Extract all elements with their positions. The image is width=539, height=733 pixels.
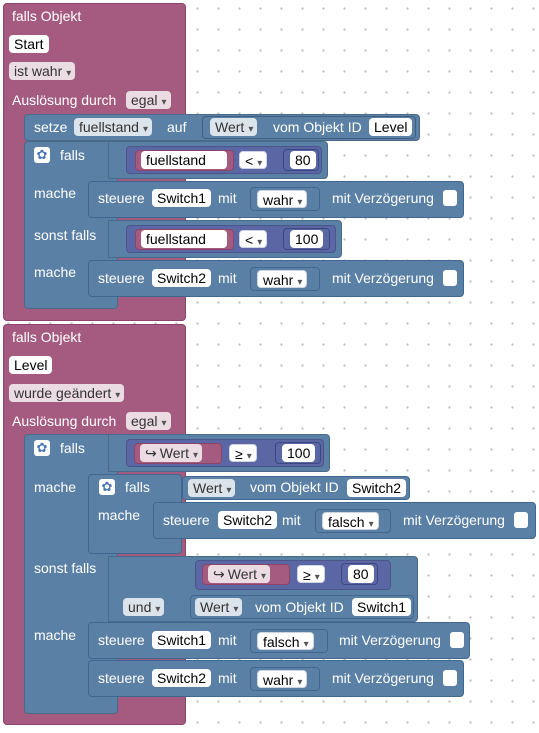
delay-label: mit Verzögerung <box>403 512 505 528</box>
with-label: mit <box>218 670 237 686</box>
delay-label: mit Verzögerung <box>339 632 441 648</box>
delay-checkbox[interactable] <box>514 512 528 528</box>
else-if-label: sonst falls <box>34 560 97 576</box>
with-label: mit <box>218 270 237 286</box>
if-label: falls <box>125 479 150 495</box>
gear-icon[interactable]: ✿ <box>99 479 115 495</box>
variable-dropdown[interactable]: ↪ Wert <box>140 444 203 462</box>
delay-label: mit Verzögerung <box>332 270 434 286</box>
block-header: falls Objekt <box>12 329 82 345</box>
operator-dropdown[interactable]: ≥ <box>297 565 325 583</box>
trigger-dropdown[interactable]: egal <box>126 91 171 109</box>
do-label: mache <box>34 479 77 495</box>
control-label: steuere <box>98 632 145 648</box>
object-id-field[interactable]: Switch1 <box>152 631 212 649</box>
control-label: steuere <box>163 512 210 528</box>
object-id-field[interactable]: Switch1 <box>352 598 412 616</box>
object-id-field[interactable]: Switch2 <box>218 511 278 529</box>
gear-icon[interactable]: ✿ <box>34 147 50 163</box>
object-id-field[interactable]: Switch2 <box>152 269 212 287</box>
condition-dropdown[interactable]: ist wahr <box>9 62 76 80</box>
condition-dropdown[interactable]: wurde geändert <box>9 384 125 402</box>
delay-checkbox[interactable] <box>443 270 457 286</box>
value-dropdown[interactable]: falsch <box>322 512 379 530</box>
variable-dropdown[interactable]: ↪ Wert <box>208 565 271 583</box>
from-object-label: vom Objekt ID <box>250 479 339 495</box>
value-dropdown[interactable]: falsch <box>257 632 314 650</box>
delay-checkbox[interactable] <box>443 190 457 206</box>
from-object-label: vom Objekt ID <box>273 119 362 135</box>
set-to-label: auf <box>167 119 187 135</box>
trigger-dropdown[interactable]: egal <box>126 412 171 430</box>
control-label: steuere <box>98 270 145 286</box>
value-dropdown[interactable]: wahr <box>257 270 308 288</box>
logic-dropdown[interactable]: und <box>123 598 165 616</box>
trigger-label: Auslösung durch <box>12 413 117 429</box>
with-label: mit <box>282 512 301 528</box>
do-label: mache <box>98 507 141 523</box>
operator-dropdown[interactable]: ≥ <box>229 444 257 462</box>
object-id-field[interactable]: Switch2 <box>347 479 407 497</box>
do-label: mache <box>34 627 77 643</box>
number-field[interactable]: 80 <box>348 565 374 583</box>
property-dropdown[interactable]: Wert <box>210 118 258 136</box>
gear-icon[interactable]: ✿ <box>34 440 50 456</box>
set-label: setze <box>34 119 68 135</box>
block-header: falls Objekt <box>12 8 82 24</box>
delay-label: mit Verzögerung <box>332 670 434 686</box>
do-label: mache <box>34 264 77 280</box>
number-field[interactable]: 80 <box>290 151 316 169</box>
control-label: steuere <box>98 670 145 686</box>
delay-checkbox[interactable] <box>450 632 464 648</box>
if-label: falls <box>60 147 85 163</box>
variable-field[interactable]: fuellstand <box>141 151 227 169</box>
object-id-field[interactable]: Level <box>369 118 413 136</box>
object-id-field[interactable]: Switch1 <box>152 189 212 207</box>
return-arrow-icon: ↪ <box>213 566 225 582</box>
with-label: mit <box>218 190 237 206</box>
from-object-label: vom Objekt ID <box>255 599 344 615</box>
value-dropdown[interactable]: wahr <box>257 190 308 208</box>
with-label: mit <box>218 632 237 648</box>
object-id-field[interactable]: Start <box>9 35 49 53</box>
operator-dropdown[interactable]: < <box>239 230 268 248</box>
control-label: steuere <box>98 190 145 206</box>
operator-dropdown[interactable]: < <box>239 151 268 169</box>
property-dropdown[interactable]: Wert <box>188 479 236 497</box>
if-label: falls <box>60 440 85 456</box>
do-label: mache <box>34 185 77 201</box>
variable-field[interactable]: fuellstand <box>141 230 227 248</box>
delay-checkbox[interactable] <box>443 670 457 686</box>
object-id-field[interactable]: Switch2 <box>152 669 212 687</box>
return-arrow-icon: ↪ <box>145 445 157 461</box>
else-if-label: sonst falls <box>34 227 97 243</box>
value-dropdown[interactable]: wahr <box>257 670 308 688</box>
trigger-label: Auslösung durch <box>12 92 117 108</box>
object-id-field[interactable]: Level <box>9 356 53 374</box>
number-field[interactable]: 100 <box>282 444 316 462</box>
number-field[interactable]: 100 <box>290 230 324 248</box>
variable-dropdown[interactable]: fuellstand <box>74 118 152 136</box>
delay-label: mit Verzögerung <box>332 190 434 206</box>
property-dropdown[interactable]: Wert <box>195 598 243 616</box>
